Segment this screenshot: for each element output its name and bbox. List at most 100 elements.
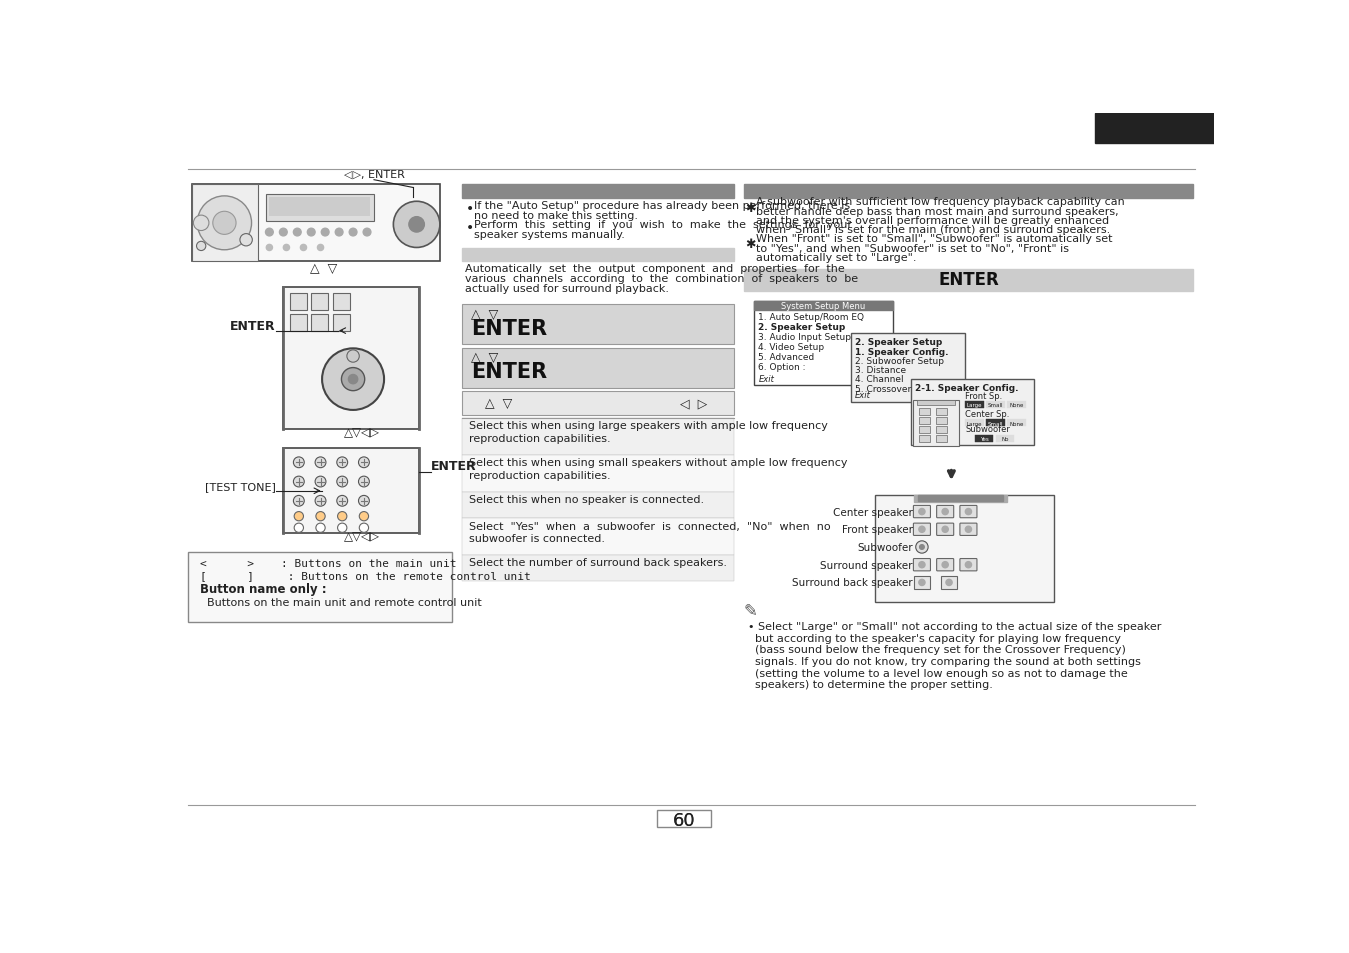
FancyBboxPatch shape: [936, 559, 954, 571]
Text: 4. Channel: 4. Channel: [855, 375, 904, 384]
Bar: [915, 577, 929, 589]
Text: ENTER: ENTER: [938, 271, 998, 289]
Text: 5. Advanced: 5. Advanced: [758, 353, 815, 362]
Circle shape: [293, 229, 301, 236]
Text: System Setup Menu: System Setup Menu: [781, 302, 866, 311]
Bar: [936, 408, 947, 416]
Text: ✱: ✱: [745, 238, 755, 252]
Text: Small: Small: [987, 421, 1004, 426]
Bar: [743, 185, 1193, 199]
Circle shape: [359, 476, 370, 487]
Circle shape: [322, 349, 384, 411]
Text: Small: Small: [987, 403, 1004, 408]
FancyBboxPatch shape: [936, 506, 954, 518]
Text: when "Small" is set for the main (front) and surround speakers.: when "Small" is set for the main (front)…: [755, 225, 1110, 234]
Bar: [188, 553, 452, 622]
Text: None: None: [1009, 403, 1024, 408]
Circle shape: [283, 245, 290, 252]
Bar: [1095, 114, 1214, 144]
Bar: [290, 315, 306, 332]
Text: △  ▽: △ ▽: [471, 351, 498, 363]
Text: ✱: ✱: [745, 201, 755, 214]
Text: △  ▽: △ ▽: [484, 396, 513, 410]
Bar: [657, 810, 711, 826]
Bar: [192, 185, 440, 262]
Bar: [919, 436, 929, 443]
Text: speakers) to determine the proper setting.: speakers) to determine the proper settin…: [747, 679, 993, 689]
Circle shape: [337, 457, 348, 468]
Text: ◁  ▷: ◁ ▷: [680, 396, 707, 410]
Text: signals. If you do not know, try comparing the sound at both settings: signals. If you do not know, try compari…: [747, 657, 1140, 666]
Bar: [915, 496, 1008, 503]
Circle shape: [337, 476, 348, 487]
Circle shape: [946, 579, 952, 586]
Text: 60: 60: [673, 812, 695, 829]
Circle shape: [240, 234, 252, 247]
Circle shape: [193, 216, 209, 232]
Circle shape: [349, 229, 357, 236]
Text: If the "Auto Setup" procedure has already been performed, there is: If the "Auto Setup" procedure has alread…: [473, 201, 850, 211]
Text: 3. Audio Input Setup: 3. Audio Input Setup: [758, 333, 851, 342]
Circle shape: [337, 512, 347, 521]
Text: Button name only :: Button name only :: [200, 583, 326, 596]
Text: No: No: [1001, 436, 1009, 441]
Text: no need to make this setting.: no need to make this setting.: [473, 211, 638, 221]
Text: Select this when no speaker is connected.: Select this when no speaker is connected…: [469, 495, 704, 505]
Text: Select  "Yes"  when  a  subwoofer  is  connected,  "No"  when  no: Select "Yes" when a subwoofer is connect…: [469, 521, 831, 531]
Text: Center Sp.: Center Sp.: [966, 410, 1009, 418]
Text: Exit: Exit: [758, 375, 774, 383]
Text: △  ▽: △ ▽: [471, 308, 498, 320]
Text: actually used for surround playback.: actually used for surround playback.: [465, 284, 669, 294]
Bar: [461, 518, 734, 555]
Bar: [1008, 419, 1025, 427]
Text: ◁▷, ENTER: ◁▷, ENTER: [344, 170, 405, 179]
Text: speaker systems manually.: speaker systems manually.: [473, 231, 625, 240]
Circle shape: [942, 509, 948, 516]
Text: • Select "Large" or "Small" not according to the actual size of the speaker: • Select "Large" or "Small" not accordin…: [747, 621, 1161, 632]
Text: 2. Subwoofer Setup: 2. Subwoofer Setup: [855, 356, 944, 366]
Text: various  channels  according  to  the  combination  of  speakers  to  be: various channels according to the combin…: [465, 274, 858, 284]
Text: <      >    : Buttons on the main unit: < > : Buttons on the main unit: [200, 558, 456, 569]
Text: Automatically  set  the  output  component  and  properties  for  the: Automatically set the output component a…: [465, 264, 846, 274]
Bar: [461, 249, 734, 261]
Text: Subwoofer: Subwoofer: [857, 542, 913, 553]
Text: △▽◁▷: △▽◁▷: [344, 426, 380, 439]
Circle shape: [359, 496, 370, 507]
Text: ENTER: ENTER: [471, 361, 546, 381]
Bar: [754, 301, 893, 386]
Text: Large: Large: [967, 403, 982, 408]
Bar: [936, 436, 947, 443]
FancyBboxPatch shape: [960, 559, 977, 571]
Circle shape: [348, 375, 357, 384]
Circle shape: [316, 512, 325, 521]
Bar: [461, 418, 734, 456]
Circle shape: [409, 217, 425, 233]
Text: 2. Speaker Setup: 2. Speaker Setup: [758, 323, 846, 332]
Text: 6. Option :: 6. Option :: [758, 363, 805, 372]
Text: Center speaker: Center speaker: [832, 507, 913, 517]
Bar: [919, 496, 1004, 501]
Circle shape: [279, 229, 287, 236]
Bar: [911, 379, 1033, 445]
Bar: [986, 419, 1005, 427]
Circle shape: [316, 523, 325, 533]
Text: reproduction capabilities.: reproduction capabilities.: [469, 470, 611, 480]
Bar: [754, 301, 893, 311]
Bar: [996, 436, 1014, 442]
Bar: [851, 334, 966, 403]
Circle shape: [337, 496, 348, 507]
Circle shape: [359, 512, 368, 521]
Text: [      ]     : Buttons on the remote control unit: [ ] : Buttons on the remote control unit: [200, 571, 530, 581]
Text: Perform  this  setting  if  you  wish  to  make  the  settings  for  your: Perform this setting if you wish to make…: [473, 220, 853, 231]
Circle shape: [347, 351, 359, 363]
Bar: [333, 315, 349, 332]
Bar: [986, 401, 1005, 408]
Circle shape: [197, 196, 251, 251]
Circle shape: [966, 527, 971, 533]
Bar: [942, 577, 956, 589]
Bar: [919, 427, 929, 434]
Bar: [461, 305, 734, 345]
Bar: [1008, 401, 1025, 408]
FancyBboxPatch shape: [960, 523, 977, 536]
Bar: [936, 427, 947, 434]
